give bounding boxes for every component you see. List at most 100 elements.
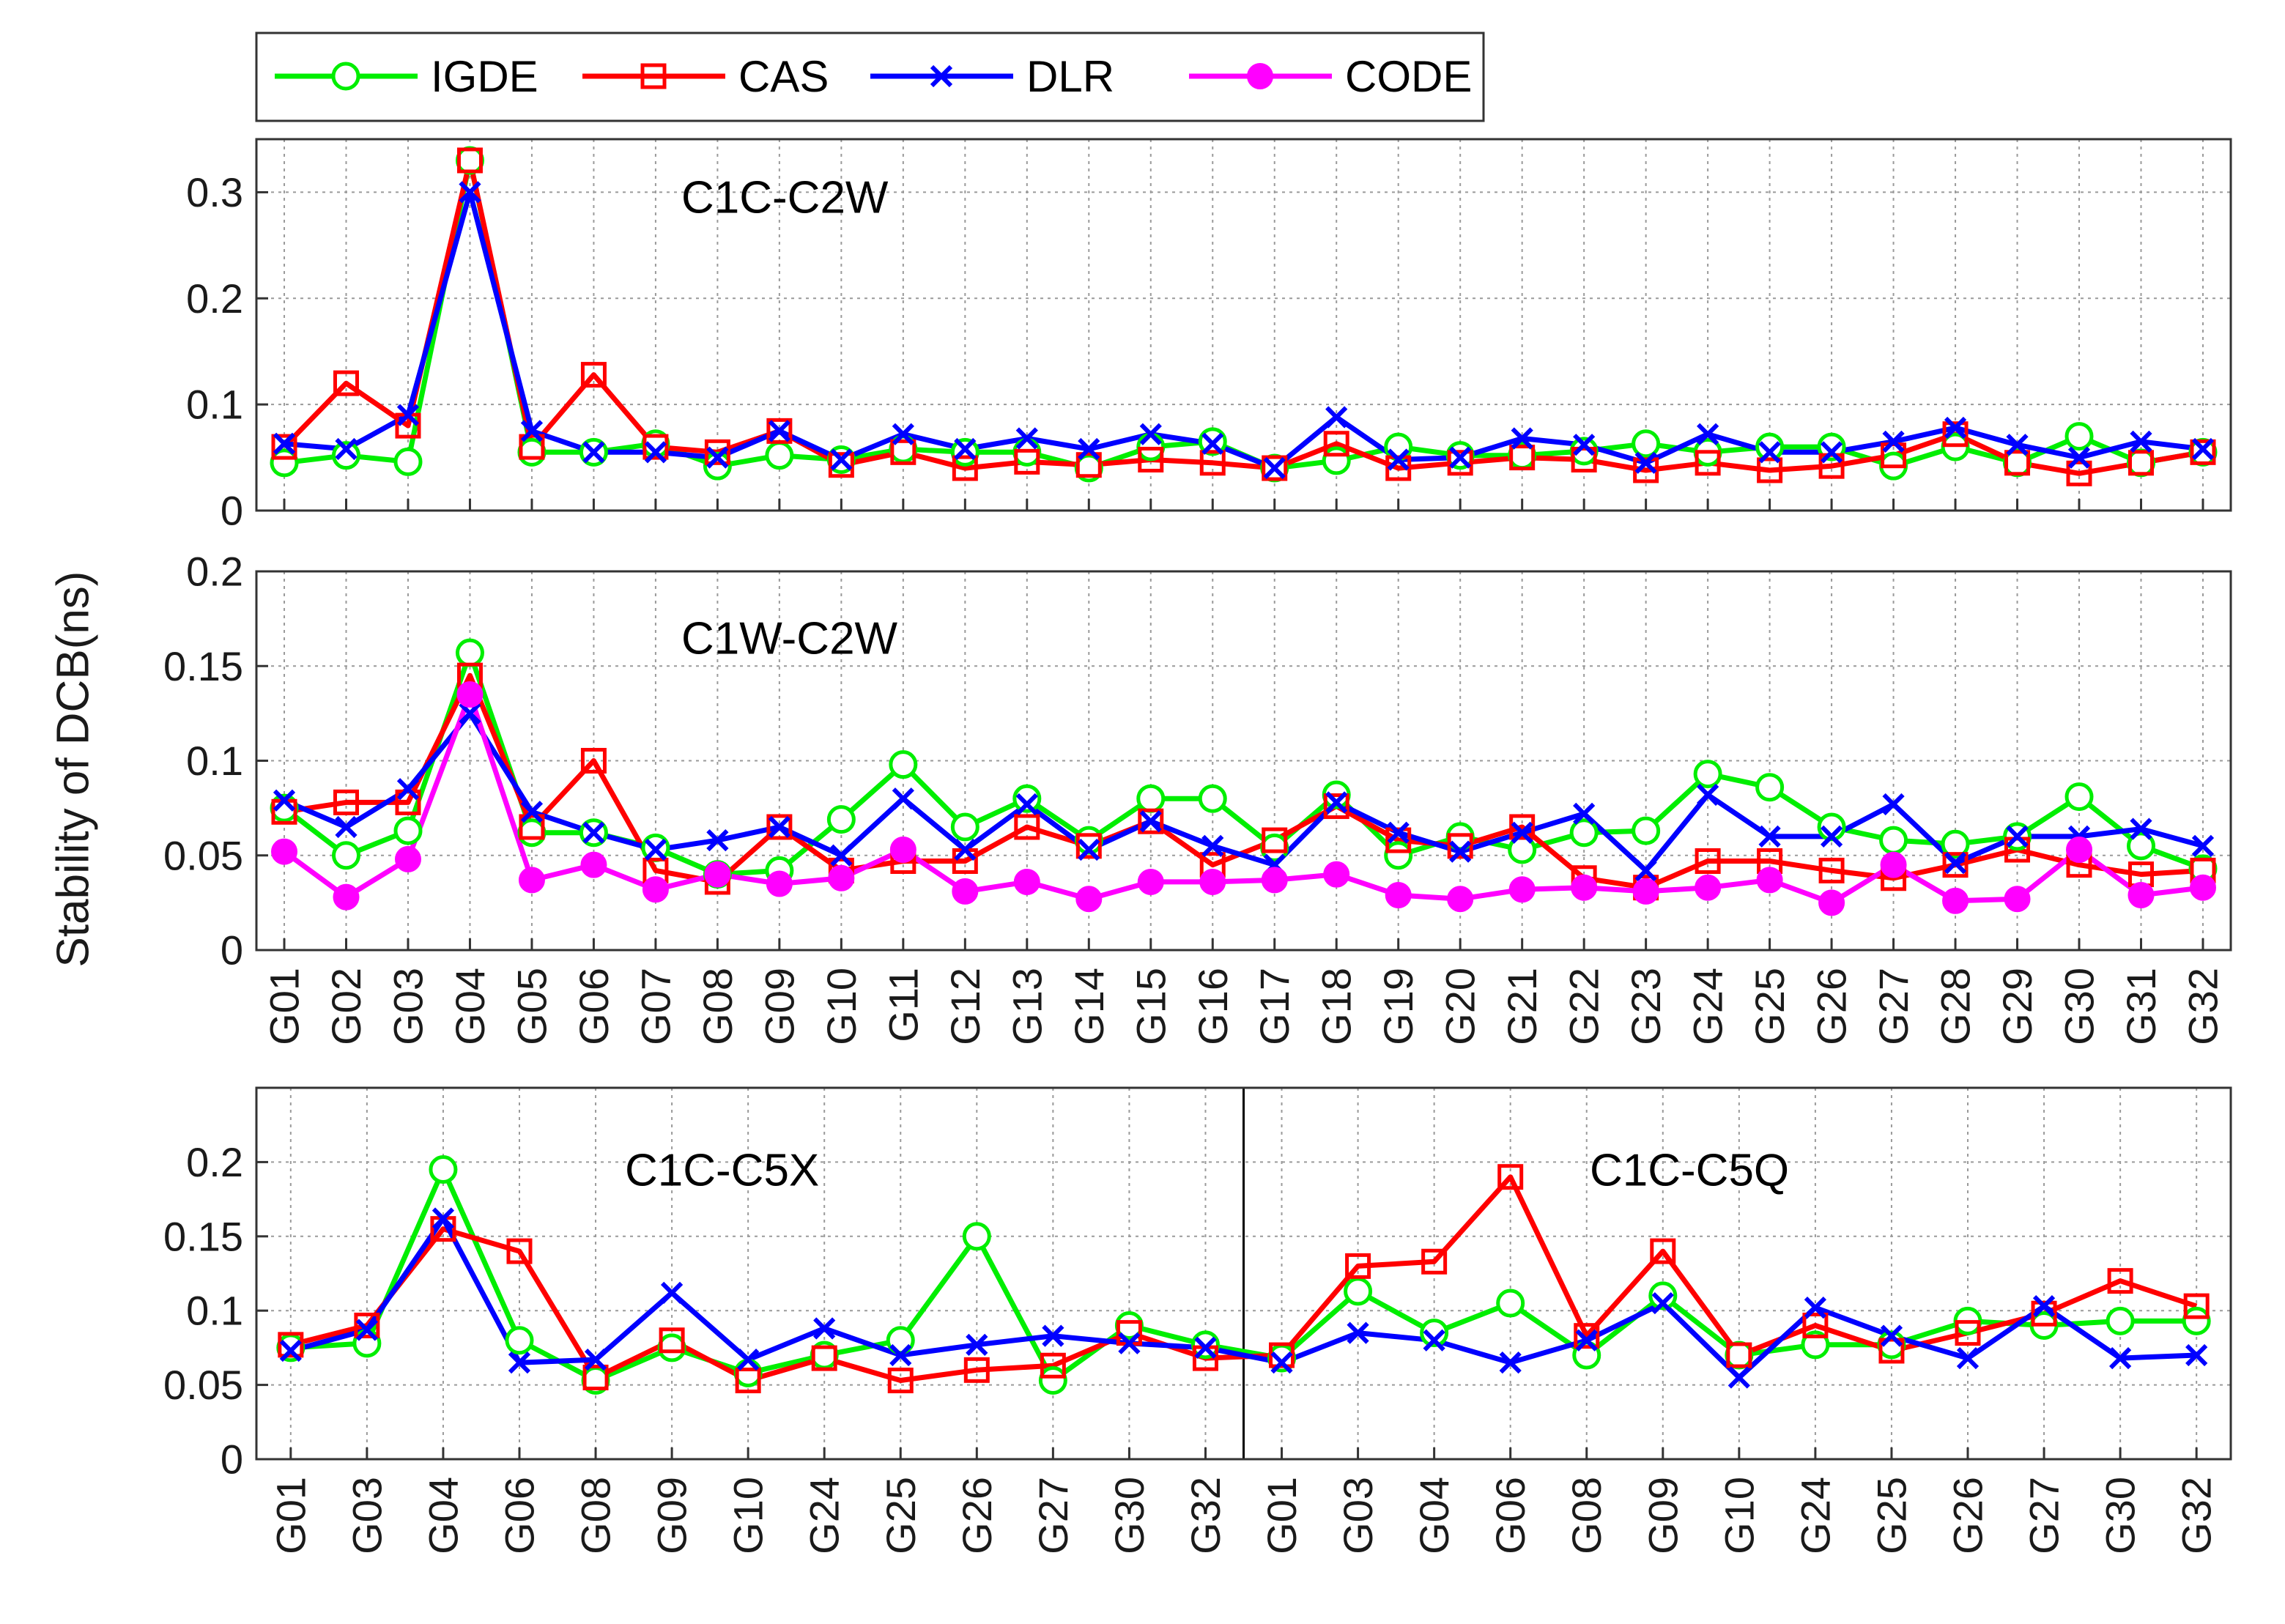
point-dlr (520, 420, 544, 442)
point-igde (1632, 816, 1661, 845)
point-dlr (954, 437, 977, 461)
point-code (1199, 868, 1226, 895)
point-dlr (1449, 840, 1472, 863)
point-cas (456, 147, 483, 174)
point-cas (1323, 431, 1349, 457)
point-dlr (273, 789, 296, 812)
point-cas (828, 452, 854, 478)
point-code (1323, 861, 1350, 888)
point-dlr (1511, 427, 1533, 450)
panel-title: C1C-C5Q (1590, 1146, 1789, 1196)
point-igde (2127, 831, 2155, 861)
x-tick-label: G08 (695, 968, 741, 1045)
point-cas (1695, 450, 1721, 476)
point-dlr (1573, 434, 1596, 456)
x-tick-label: G16 (1190, 968, 1236, 1045)
point-dlr (1325, 791, 1348, 814)
point-igde (826, 805, 856, 834)
x-tick-label: G24 (1685, 968, 1731, 1045)
x-tick-label: G32 (2174, 1477, 2220, 1554)
point-igde (703, 451, 732, 481)
point-igde (505, 1326, 534, 1355)
point-igde (2106, 1306, 2135, 1335)
x-tick-label: G18 (1314, 968, 1360, 1045)
point-igde (2127, 448, 2155, 478)
point-cas (1497, 1164, 1524, 1190)
x-tick-label: G09 (1640, 1477, 1686, 1554)
y-tick-label: 0.05 (163, 832, 243, 878)
point-code (1756, 867, 1783, 894)
point-dlr (1499, 1352, 1522, 1374)
point-cas (354, 1312, 380, 1338)
point-cas (1014, 448, 1040, 475)
panel-title: C1C-C5X (625, 1146, 819, 1196)
point-cas (1262, 455, 1288, 481)
point-igde (393, 447, 423, 476)
x-tick-label: G01 (1259, 1477, 1305, 1554)
point-igde (1817, 432, 1846, 461)
y-tick-label: 0.2 (186, 275, 243, 322)
point-cas (1138, 808, 1164, 834)
point-dlr (830, 448, 853, 471)
x-tick-label: G25 (1869, 1477, 1915, 1554)
point-igde (332, 441, 360, 470)
point-dlr (1575, 1329, 1598, 1352)
y-tick-label: 0.2 (186, 1139, 243, 1185)
point-cas (952, 455, 978, 481)
point-dlr (737, 1349, 760, 1371)
point-dlr (1696, 783, 1719, 807)
point-code (1137, 868, 1164, 895)
point-igde (1755, 432, 1785, 461)
x-tick-label: G30 (1106, 1477, 1152, 1554)
x-tick-label: G26 (1809, 968, 1855, 1045)
x-tick-label: G03 (1335, 1477, 1381, 1554)
x-tick-label: G27 (1870, 968, 1916, 1045)
point-dlr (335, 437, 358, 461)
x-tick-label: G30 (2097, 1477, 2144, 1554)
point-igde (2064, 422, 2094, 451)
point-cas (2190, 439, 2216, 465)
x-tick-label: G11 (880, 968, 926, 1042)
point-dlr (889, 1343, 912, 1367)
point-cas (1955, 1320, 1981, 1346)
x-tick-label: G15 (1127, 968, 1174, 1045)
point-dlr (2185, 1343, 2208, 1367)
point-code (333, 883, 360, 911)
x-tick-label: G23 (1623, 968, 1669, 1045)
point-dlr (584, 1349, 607, 1371)
point-cas (2066, 460, 2092, 486)
point-dlr (1194, 1336, 1217, 1360)
point-dlr (644, 838, 667, 861)
x-tick-label: G03 (385, 968, 432, 1045)
point-cas (887, 1368, 914, 1394)
point-dlr (1882, 793, 1905, 816)
point-dlr (1651, 1291, 1674, 1315)
point-igde (1496, 1289, 1525, 1318)
point-code (952, 878, 979, 905)
point-cas (1802, 1312, 1829, 1338)
x-tick-label: G04 (420, 1477, 466, 1554)
point-cas (1262, 827, 1288, 853)
point-igde (733, 1358, 763, 1387)
point-cas (1571, 446, 1597, 472)
point-cas (1269, 1342, 1295, 1368)
point-cas (766, 418, 793, 444)
point-dlr (2006, 434, 2029, 456)
legend-label-igde: IGDE (431, 52, 538, 101)
point-dlr (1944, 416, 1967, 440)
axes-frame (255, 570, 2232, 952)
legend-marker-cas (640, 63, 667, 89)
point-cas (1878, 1338, 1905, 1364)
panel-title: C1W-C2W (681, 614, 898, 664)
point-cas (582, 1364, 609, 1390)
point-code (2127, 882, 2155, 909)
x-tick-label: G13 (1004, 968, 1050, 1045)
point-cas (271, 434, 297, 460)
x-tick-label: G31 (2118, 968, 2164, 1045)
point-dlr (582, 821, 605, 844)
point-code (766, 870, 793, 897)
point-code (704, 861, 731, 888)
point-dlr (1118, 1332, 1141, 1354)
x-tick-label: G19 (1375, 968, 1421, 1045)
point-igde (1569, 818, 1599, 848)
